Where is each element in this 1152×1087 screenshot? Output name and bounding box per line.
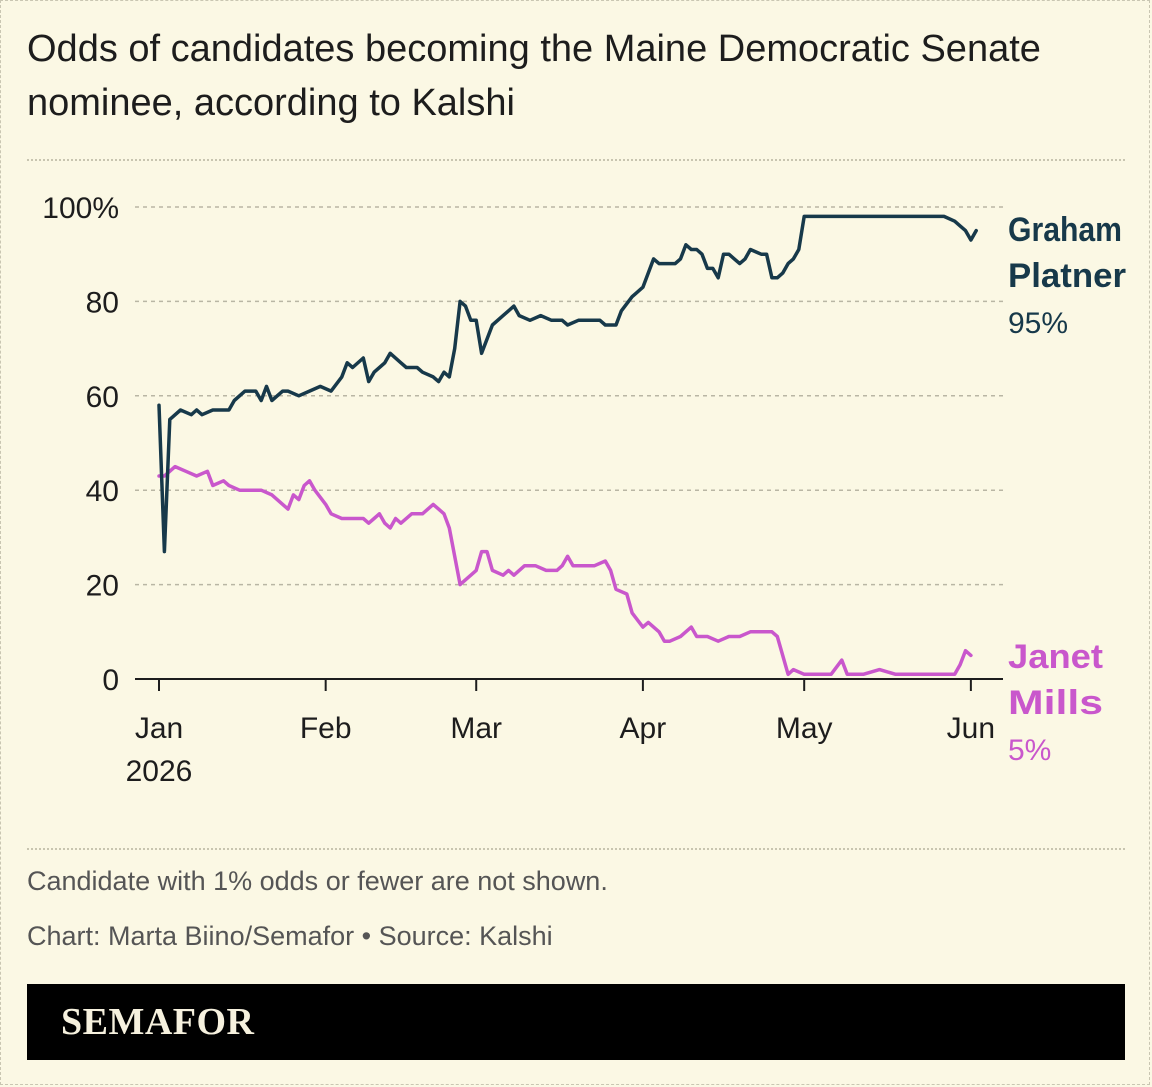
line-chart: 100% 80 60 40 20 0 Jan 2026 Feb Mar Apr May Jun Graha…: [42, 192, 1126, 788]
x-tick-label: Jan: [135, 712, 183, 745]
y-tick-label: 100%: [42, 192, 119, 225]
x-tick-label: May: [776, 712, 833, 745]
series-end-value-janet-mills: 5%: [1008, 734, 1051, 767]
footer-divider: [27, 848, 1125, 850]
series-label-graham-platner: Graham: [1008, 211, 1122, 249]
series-label-janet-mills: Mills: [1008, 684, 1103, 722]
x-tick-sublabel: 2026: [126, 755, 193, 788]
semafor-logo: SEMAFOR: [61, 1001, 255, 1043]
chart-title: Odds of candidates becoming the Maine De…: [27, 28, 1041, 124]
x-tick-label: Jun: [947, 712, 995, 745]
y-tick-label: 80: [86, 286, 119, 319]
title-divider: [27, 159, 1125, 161]
x-tick-label: Feb: [300, 712, 352, 745]
chart-note: Candidate with 1% odds or fewer are not …: [27, 866, 608, 896]
series-line-graham-platner: [157, 214, 978, 554]
y-tick-label: 20: [86, 570, 119, 603]
series-label-janet-mills: Janet: [1008, 638, 1103, 676]
brand-footer: SEMAFOR: [27, 984, 1125, 1060]
series-label-graham-platner: Platner: [1008, 257, 1126, 295]
chart-credit: Chart: Marta Biino/Semafor • Source: Kal…: [27, 921, 553, 951]
x-tick-label: Apr: [620, 712, 667, 745]
series-end-value-graham-platner: 95%: [1008, 307, 1068, 340]
x-tick-label: Mar: [450, 712, 502, 745]
y-tick-label: 40: [86, 475, 119, 508]
y-tick-label: 60: [86, 381, 119, 414]
y-tick-label: 0: [102, 664, 119, 697]
series-line-janet-mills: [157, 464, 973, 677]
